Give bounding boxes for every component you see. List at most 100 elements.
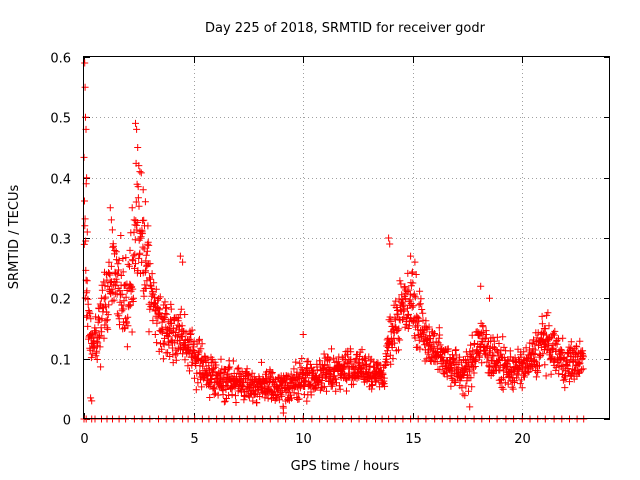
data-point <box>486 294 493 302</box>
data-point <box>480 335 488 343</box>
data-point <box>452 378 460 386</box>
data-point <box>565 343 573 351</box>
data-point <box>536 362 543 370</box>
data-point <box>482 331 490 338</box>
data-point <box>107 262 115 270</box>
data-point <box>461 392 469 400</box>
data-point <box>134 194 142 202</box>
data-point <box>431 330 439 338</box>
data-point <box>206 394 214 401</box>
data-point <box>81 215 89 223</box>
data-point <box>520 348 528 356</box>
data-point <box>149 291 157 299</box>
data-point <box>115 266 122 274</box>
data-point <box>400 306 408 314</box>
data-point <box>459 390 467 398</box>
data-point <box>186 367 193 375</box>
data-point <box>403 288 411 295</box>
data-point <box>295 395 303 403</box>
data-point <box>88 350 96 358</box>
data-point <box>81 222 89 230</box>
data-point <box>151 331 159 338</box>
data-point <box>488 351 496 359</box>
y-tick-label: 0.4 <box>50 173 71 188</box>
data-point <box>113 278 121 286</box>
data-point <box>415 317 423 325</box>
data-point <box>483 358 491 366</box>
data-point <box>409 268 416 276</box>
x-tick-labels: 0 5 10 15 20 <box>80 432 530 447</box>
data-point <box>298 355 306 362</box>
data-point <box>81 197 88 205</box>
data-point <box>499 333 507 341</box>
data-point <box>104 282 112 290</box>
data-point <box>545 322 553 330</box>
data-point <box>389 355 397 363</box>
data-point <box>425 323 433 331</box>
data-point <box>219 391 227 399</box>
data-point <box>107 216 115 224</box>
data-point <box>550 329 557 337</box>
x-tick-label: 10 <box>295 432 312 447</box>
data-point <box>167 316 174 324</box>
data-point <box>162 304 169 312</box>
data-point <box>531 357 538 365</box>
data-point <box>415 301 423 309</box>
data-point <box>171 351 179 359</box>
data-point <box>569 357 577 365</box>
data-point <box>93 356 101 363</box>
data-point <box>233 365 241 373</box>
data-point <box>146 260 154 268</box>
y-axis-label: SRMTID / TECUs <box>7 185 22 290</box>
data-point <box>508 383 516 391</box>
data-point <box>102 317 110 325</box>
data-point <box>103 324 111 332</box>
data-point <box>579 365 587 373</box>
data-point <box>561 375 569 383</box>
data-point <box>288 394 295 402</box>
data-point <box>87 315 95 323</box>
data-point <box>134 183 142 191</box>
data-point <box>140 292 148 300</box>
data-point <box>113 310 121 318</box>
data-point <box>124 313 132 321</box>
data-point <box>294 390 302 398</box>
data-point <box>443 373 451 381</box>
data-point <box>292 358 300 366</box>
data-point <box>144 222 152 230</box>
data-point <box>181 356 189 364</box>
data-point <box>468 383 476 391</box>
data-point <box>181 311 189 318</box>
data-point <box>118 290 126 298</box>
data-point <box>526 355 534 363</box>
grid-lines <box>84 57 610 419</box>
data-point <box>470 369 478 377</box>
data-point <box>129 294 137 302</box>
data-point <box>232 399 240 406</box>
data-point <box>105 258 113 266</box>
data-point <box>102 303 110 311</box>
data-point <box>366 362 374 370</box>
data-point <box>410 290 418 298</box>
data-point <box>120 297 128 305</box>
data-point <box>177 305 185 313</box>
data-point <box>524 368 532 376</box>
data-point <box>330 354 338 362</box>
data-point <box>462 382 470 390</box>
data-point <box>477 329 485 337</box>
data-point <box>103 316 111 324</box>
data-point <box>422 324 430 332</box>
data-point <box>249 397 257 405</box>
data-point <box>501 379 509 387</box>
data-point <box>396 277 404 285</box>
data-point <box>137 233 145 241</box>
data-point <box>128 328 136 336</box>
plot-frame <box>83 56 610 419</box>
data-point <box>287 370 295 378</box>
data-point <box>333 379 340 387</box>
data-point <box>405 310 412 318</box>
data-point <box>258 358 265 366</box>
data-point <box>466 403 474 411</box>
data-point <box>155 295 163 302</box>
data-point <box>466 366 474 374</box>
